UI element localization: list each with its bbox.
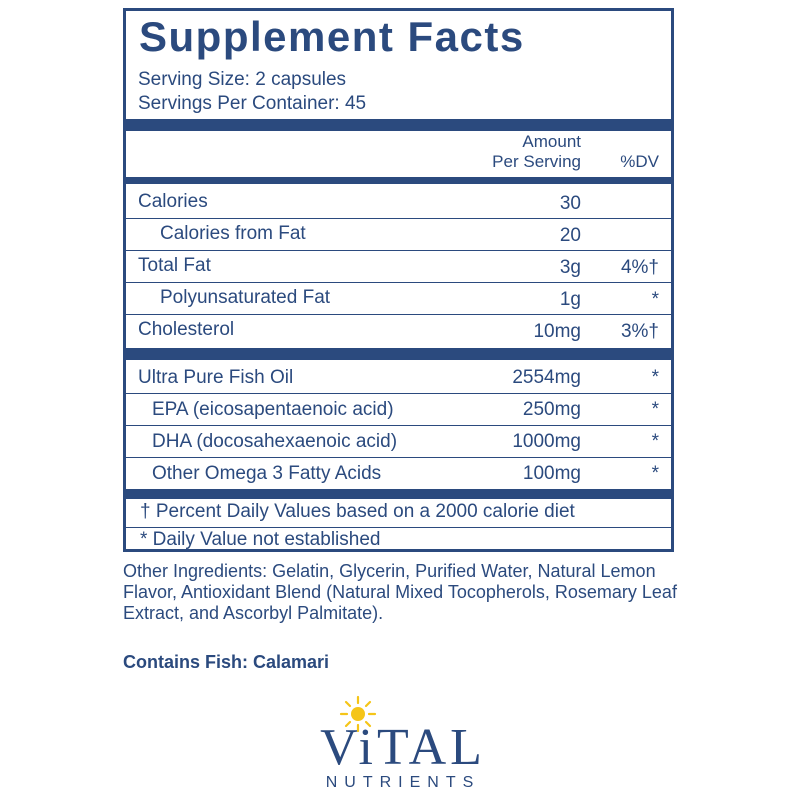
nutrient-name: Polyunsaturated Fat: [160, 287, 331, 308]
ingredient-amount: 1000mg: [512, 431, 581, 452]
amount-header-line1: Amount: [522, 132, 581, 151]
ingredient-dv: *: [651, 431, 659, 452]
medium-divider: [126, 177, 671, 184]
ingredient-dv: *: [651, 367, 659, 388]
other-ingredients: Other Ingredients: Gelatin, Glycerin, Pu…: [123, 561, 677, 623]
allergen-statement: Contains Fish: Calamari: [123, 652, 330, 672]
ingredient-name: Ultra Pure Fish Oil: [138, 367, 294, 388]
row-divider: [126, 425, 671, 426]
brand-subtitle: NUTRIENTS: [325, 774, 481, 791]
brand-name: ViTAL: [320, 719, 486, 776]
ingredient-amount: 250mg: [522, 399, 581, 420]
nutrient-amount: 30: [559, 193, 581, 214]
nutrient-amount: 3g: [559, 257, 581, 278]
row-divider: [126, 250, 671, 251]
nutrient-name: Calories from Fat: [160, 223, 306, 244]
sun-icon: [339, 695, 377, 733]
amount-header-line2: Per Serving: [492, 152, 581, 171]
brand-logo: ViTAL NUTRIENTS: [298, 692, 508, 792]
row-divider: [126, 218, 671, 219]
thick-divider: [126, 119, 671, 131]
thick-divider: [126, 489, 671, 499]
ingredient-dv: *: [651, 463, 659, 484]
row-divider: [126, 527, 671, 528]
row-divider: [126, 457, 671, 458]
serving-size: Serving Size: 2 capsules: [138, 69, 347, 90]
ingredient-name: DHA (docosahexaenoic acid): [152, 431, 398, 452]
nutrient-amount: 10mg: [533, 321, 581, 342]
row-divider: [126, 282, 671, 283]
servings-per-container: Servings Per Container: 45: [138, 93, 367, 114]
nutrient-name: Cholesterol: [138, 319, 235, 340]
nutrient-name: Calories: [138, 191, 208, 212]
dv-header: %DV: [620, 152, 659, 171]
supplement-facts-panel: Supplement Facts Serving Size: 2 capsule…: [123, 8, 674, 552]
ingredient-name: EPA (eicosapentaenoic acid): [152, 399, 394, 420]
nutrient-dv: 4%†: [620, 257, 659, 278]
ingredient-dv: *: [651, 399, 659, 420]
ingredient-amount: 100mg: [522, 463, 581, 484]
nutrient-dv: 3%†: [620, 321, 659, 342]
ingredient-amount: 2554mg: [512, 367, 581, 388]
nutrient-amount: 20: [559, 225, 581, 246]
footnote-daily-values: † Percent Daily Values based on a 2000 c…: [140, 501, 575, 522]
row-divider: [126, 314, 671, 315]
row-divider: [126, 393, 671, 394]
footnote-not-established: * Daily Value not established: [140, 529, 381, 550]
ingredient-name: Other Omega 3 Fatty Acids: [152, 463, 382, 484]
nutrient-name: Total Fat: [138, 255, 211, 276]
nutrient-amount: 1g: [559, 289, 581, 310]
panel-title: Supplement Facts: [139, 13, 525, 60]
nutrient-dv: *: [651, 289, 659, 310]
thick-divider: [126, 348, 671, 360]
